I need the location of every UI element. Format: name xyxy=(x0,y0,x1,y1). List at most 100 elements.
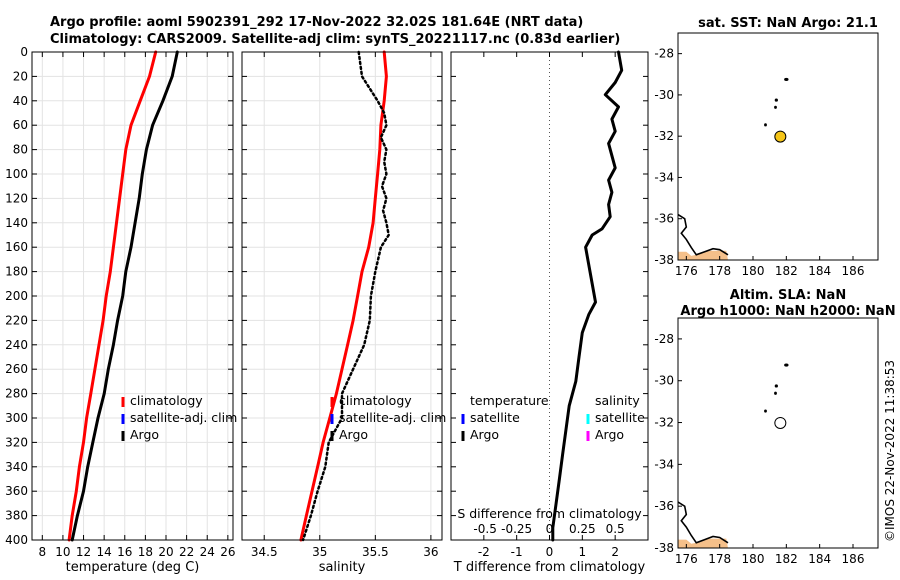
depth-tick-label: 240 xyxy=(5,338,28,352)
map-sla-y-tick-label: -32 xyxy=(654,416,674,430)
sal-x-tick-label: 35 xyxy=(312,545,327,559)
map-sla-island xyxy=(774,391,777,395)
map-sla-land xyxy=(678,538,728,548)
diff-s-tick-label: -0.25 xyxy=(501,522,532,536)
depth-tick-label: 0 xyxy=(20,45,28,59)
map-sla-x-tick-label: 176 xyxy=(675,552,698,566)
map-sst-island xyxy=(774,98,778,102)
diff-x-tick-label: 0 xyxy=(546,545,554,559)
figure-title-line1: Argo profile: aoml 5902391_292 17-Nov-20… xyxy=(50,15,584,30)
diff-legend-temp-satellite-label: satellite xyxy=(470,410,520,425)
depth-tick-label: 120 xyxy=(5,191,28,205)
temp-x-tick-label: 16 xyxy=(117,545,132,559)
map-sst-title: sat. SST: NaN Argo: 21.1 xyxy=(698,16,878,31)
diff-argo-line xyxy=(551,50,624,542)
diff-legend-temp-argo-label: Argo xyxy=(470,427,499,442)
map-sla-y-tick-label: -38 xyxy=(654,541,674,555)
map-sla-island xyxy=(774,384,778,388)
map-sst-x-tick-label: 176 xyxy=(675,264,698,278)
temp-x-tick-label: 26 xyxy=(220,545,235,559)
temp-x-tick-label: 14 xyxy=(97,545,112,559)
map-sst-x-tick-label: 186 xyxy=(842,264,865,278)
sal-legend-argo-label: Argo xyxy=(339,427,368,442)
sal-x-tick-label: 36 xyxy=(423,545,438,559)
diff-s-tick-label: 0.25 xyxy=(569,522,596,536)
diff-s-tick-label: 0 xyxy=(546,522,554,536)
depth-tick-label: 40 xyxy=(13,94,28,108)
temp-argo-line xyxy=(70,50,179,542)
map-sst-island xyxy=(774,105,777,109)
sal-x-axis-label: salinity xyxy=(319,560,366,575)
sal-x-tick-label: 35.5 xyxy=(362,545,389,559)
sal-climatology-line xyxy=(299,50,388,542)
map-sst-land xyxy=(678,250,728,260)
sal-legend-climatology-label: climatology xyxy=(339,393,412,408)
diff-x-tick-label: -2 xyxy=(478,545,490,559)
map-sla-y-tick-label: -36 xyxy=(654,499,674,513)
map-sst-y-tick-label: -32 xyxy=(654,129,674,143)
diff-x-tick-label: -1 xyxy=(511,545,523,559)
map-sla-island xyxy=(784,363,789,367)
map-sla-x-tick-label: 182 xyxy=(775,552,798,566)
depth-tick-label: 160 xyxy=(5,240,28,254)
diff-x-axis-label: T difference from climatology xyxy=(453,560,646,575)
temp-x-tick-label: 22 xyxy=(179,545,194,559)
temp-legend-satellite-adj-label: satellite-adj. clim xyxy=(130,410,237,425)
diff-s-tick-label: 0.5 xyxy=(606,522,625,536)
depth-tick-label: 300 xyxy=(5,411,28,425)
depth-tick-label: 260 xyxy=(5,362,28,376)
map-sst-y-tick-label: -36 xyxy=(654,212,674,226)
temp-x-tick-label: 8 xyxy=(38,545,46,559)
map-sla-coastline xyxy=(677,501,729,544)
map-sla-title2: Argo h1000: NaN h2000: NaN xyxy=(680,304,895,319)
temp-legend-climatology-label: climatology xyxy=(130,393,203,408)
temp-x-axis-label: temperature (deg C) xyxy=(66,560,200,575)
depth-tick-label: 180 xyxy=(5,265,28,279)
map-sla-y-tick-label: -30 xyxy=(654,374,674,388)
depth-tick-label: 320 xyxy=(5,435,28,449)
diff-s-tick-label: -0.5 xyxy=(473,522,496,536)
map-sst-coastline xyxy=(677,213,729,256)
map-sst-island xyxy=(784,77,789,82)
depth-tick-label: 380 xyxy=(5,509,28,523)
depth-tick-label: 20 xyxy=(13,69,28,83)
diff-s-axis-label: S difference from climatology xyxy=(457,506,642,521)
map-sst-y-tick-label: -34 xyxy=(654,170,674,184)
diff-legend-temp-title: temperature xyxy=(470,393,549,408)
diff-x-tick-label: 1 xyxy=(579,545,587,559)
map-sla-x-tick-label: 180 xyxy=(742,552,765,566)
depth-tick-label: 80 xyxy=(13,143,28,157)
depth-tick-label: 400 xyxy=(5,533,28,547)
depth-tick-label: 140 xyxy=(5,216,28,230)
map-sst-argo-marker xyxy=(774,130,787,143)
figure-title-line2: Climatology: CARS2009. Satellite-adj cli… xyxy=(50,32,621,47)
map-sla-y-tick-label: -34 xyxy=(654,457,674,471)
depth-tick-label: 220 xyxy=(5,313,28,327)
diff-x-tick-label: 2 xyxy=(611,545,619,559)
map-sla-x-tick-label: 186 xyxy=(842,552,865,566)
temp-x-tick-label: 12 xyxy=(76,545,91,559)
depth-tick-label: 280 xyxy=(5,387,28,401)
map-sst-y-tick-label: -30 xyxy=(654,88,674,102)
temp-legend-argo-label: Argo xyxy=(130,427,159,442)
diff-legend-sal-argo-label: Argo xyxy=(595,427,624,442)
map-sst-x-tick-label: 184 xyxy=(808,264,831,278)
temp-x-tick-label: 20 xyxy=(158,545,173,559)
map-sla-x-tick-label: 184 xyxy=(808,552,831,566)
depth-tick-label: 360 xyxy=(5,484,28,498)
map-sst-y-tick-label: -38 xyxy=(654,253,674,267)
temp-climatology-line xyxy=(67,50,158,542)
map-sla-island xyxy=(764,409,767,413)
map-sst-island xyxy=(764,123,767,127)
temp-x-tick-label: 24 xyxy=(200,545,215,559)
map-sst-x-tick-label: 182 xyxy=(775,264,798,278)
map-sla-y-tick-label: -28 xyxy=(654,332,674,346)
map-sst-frame xyxy=(677,32,879,261)
map-sst-x-tick-label: 180 xyxy=(742,264,765,278)
depth-tick-label: 200 xyxy=(5,289,28,303)
temp-x-tick-label: 18 xyxy=(138,545,153,559)
diff-legend-sal-satellite-label: satellite xyxy=(595,410,645,425)
sal-legend-satellite-adj-label: satellite-adj. clim xyxy=(339,410,446,425)
map-sst-y-tick-label: -28 xyxy=(654,47,674,61)
